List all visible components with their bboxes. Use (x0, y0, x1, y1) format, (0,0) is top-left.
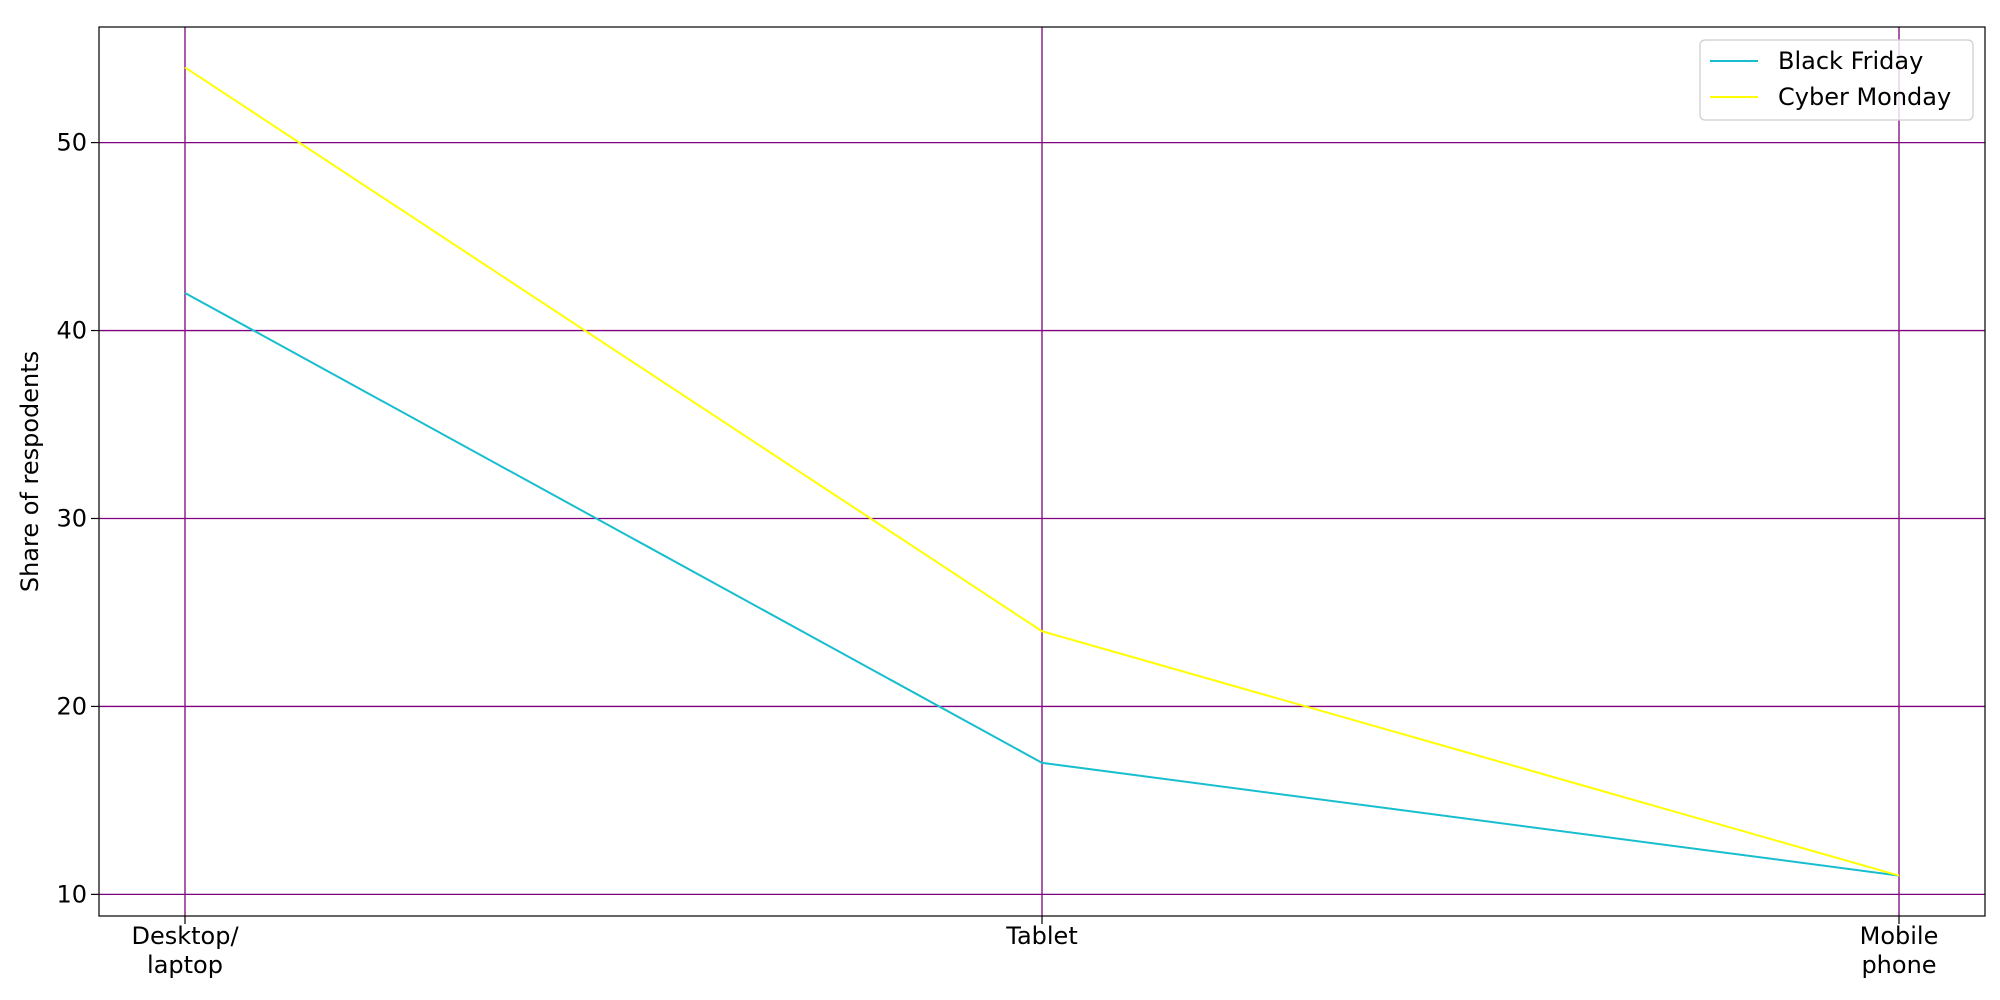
legend-box (1699, 39, 1974, 121)
y-tick-label: 10 (56, 880, 87, 908)
series-lines (184, 66, 1900, 877)
y-axis-title: Share of respodents (16, 351, 44, 592)
x-axis-ticks: Desktop/laptop Tablet Mobile phone (131, 916, 1938, 979)
legend-label: Black Friday (1778, 47, 1923, 75)
y-tick-label: 20 (56, 692, 87, 720)
x-tick-label: Tablet (1005, 922, 1077, 950)
x-tick-label: Desktop/laptop (131, 922, 239, 979)
x-tick-label: Mobile phone (1860, 922, 1939, 979)
y-tick-label: 50 (56, 129, 87, 157)
legend: Black Friday Cyber Monday (1699, 39, 1974, 121)
grid (99, 27, 1985, 916)
legend-label: Cyber Monday (1778, 83, 1951, 111)
y-axis-ticks: 10 20 30 40 50 (56, 129, 99, 908)
y-tick-label: 30 (56, 504, 87, 532)
y-tick-label: 40 (56, 317, 87, 345)
